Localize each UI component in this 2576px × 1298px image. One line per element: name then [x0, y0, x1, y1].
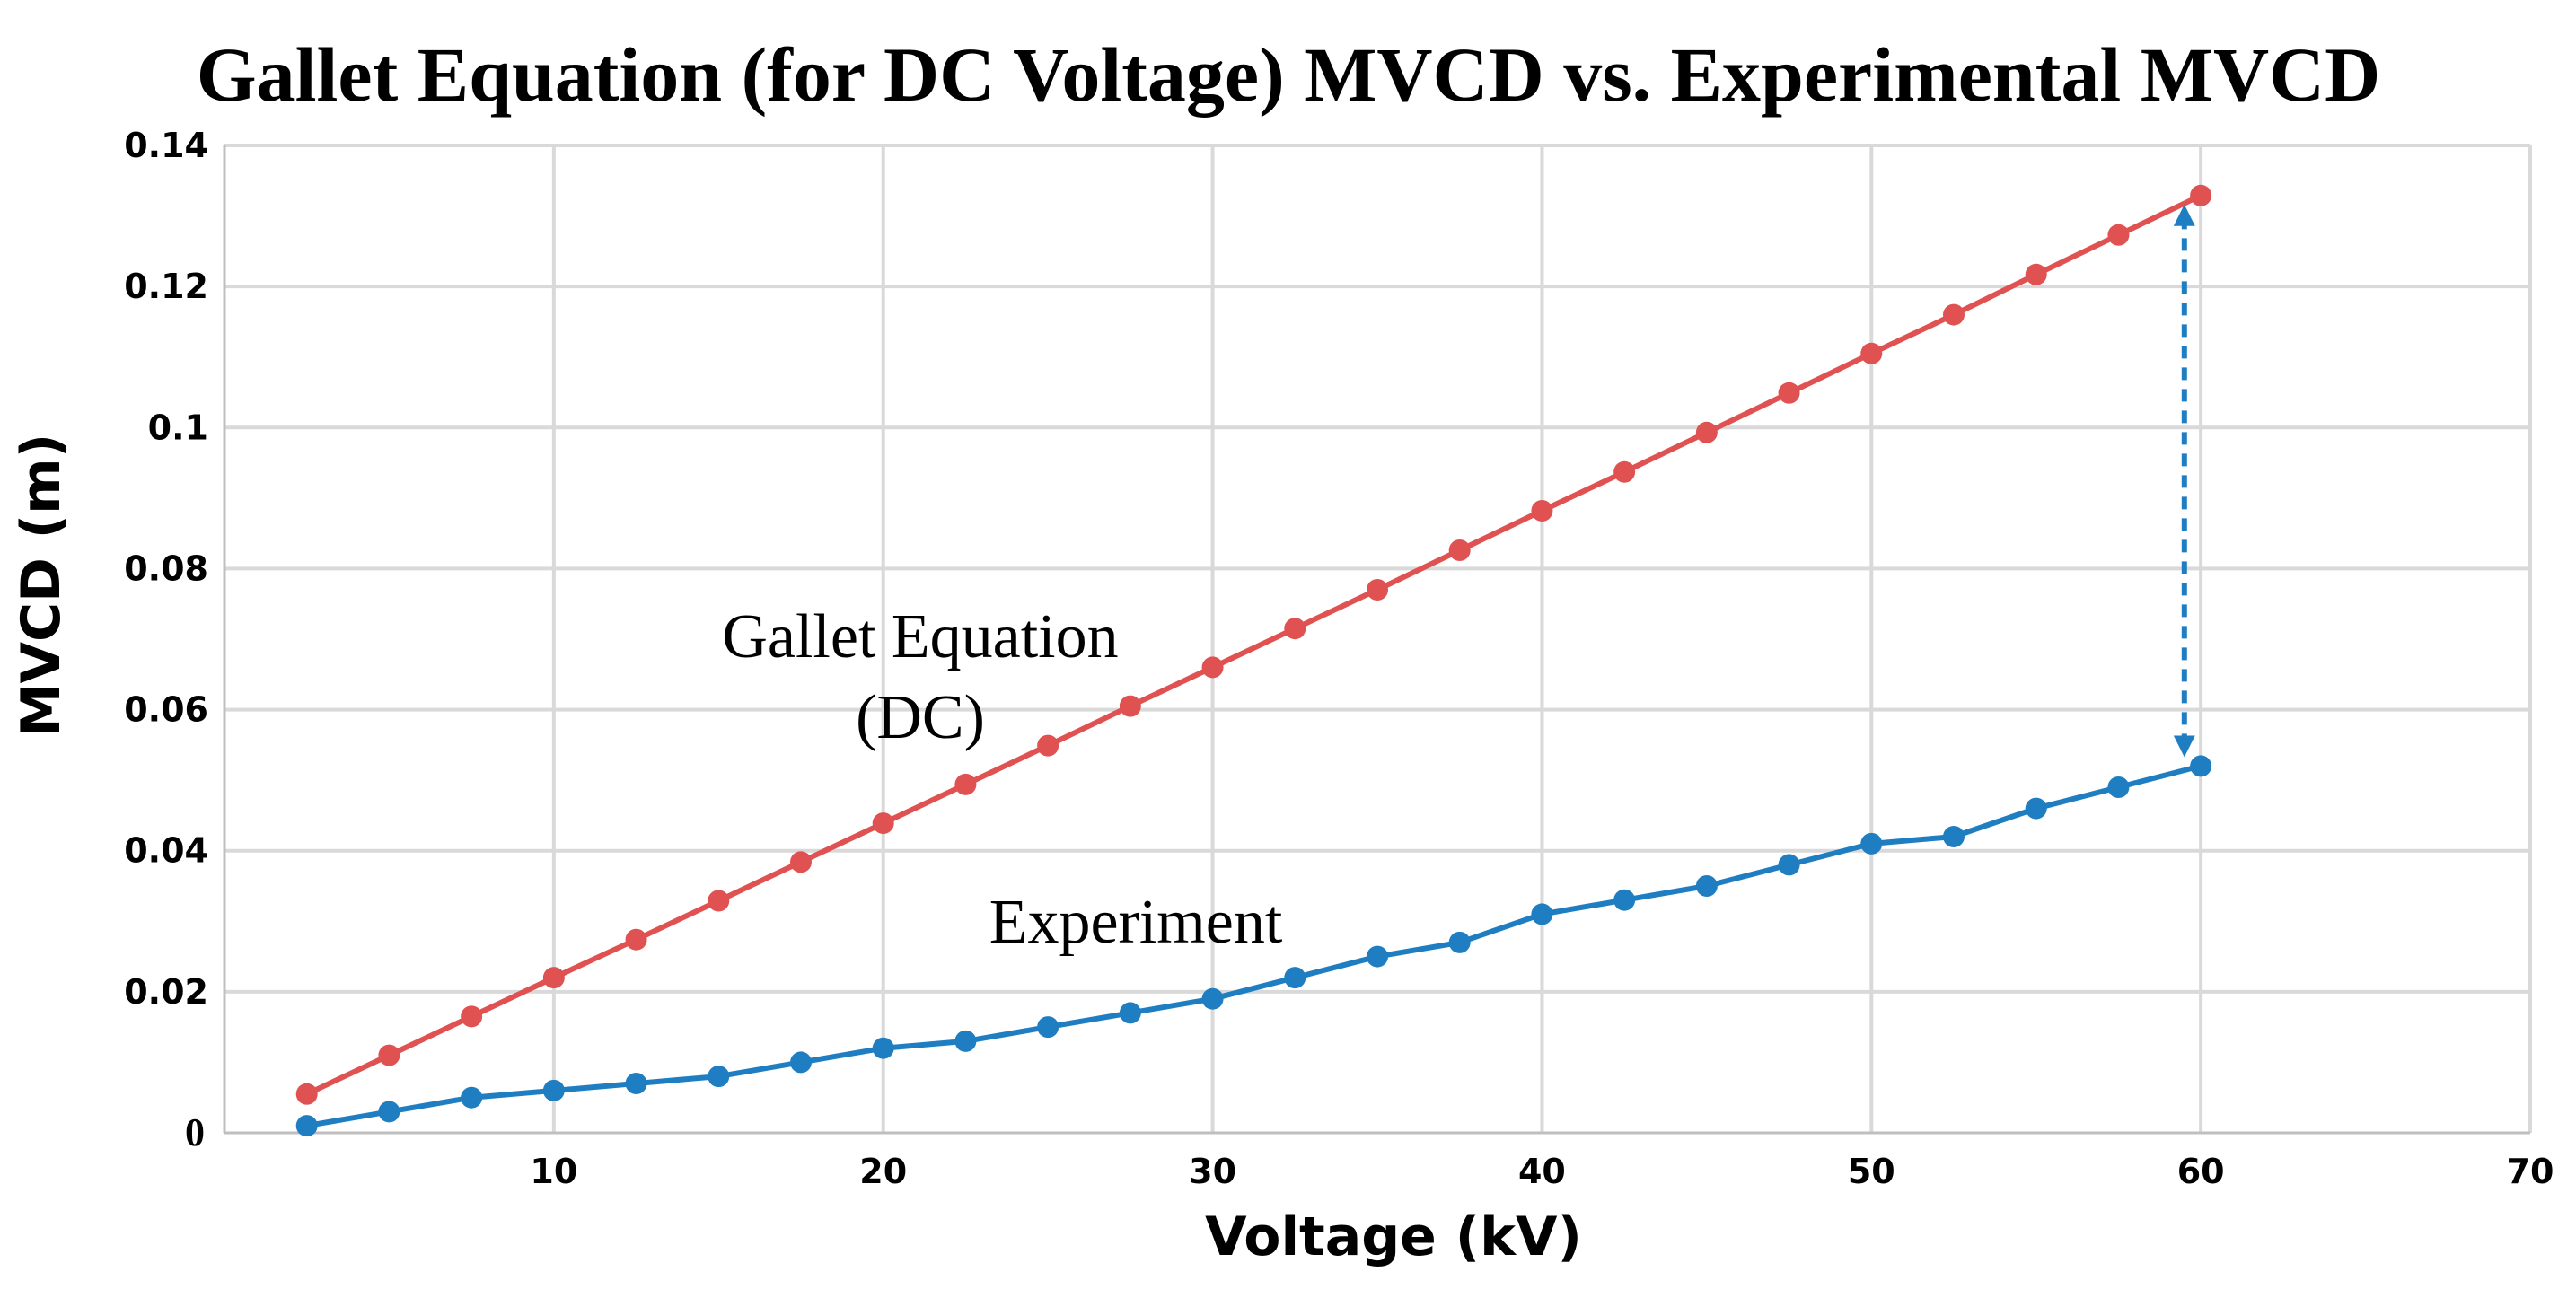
chart-title: Gallet Equation (for DC Voltage) MVCD vs…	[197, 31, 2381, 118]
data-point-experiment-9	[1037, 1016, 1059, 1039]
x-tick-label-4: 50	[1848, 1152, 1895, 1191]
data-point-experiment-10	[1119, 1002, 1141, 1024]
data-point-gallet-2	[461, 1005, 483, 1028]
data-point-experiment-16	[1613, 889, 1636, 911]
data-point-gallet-11	[1201, 656, 1224, 679]
annotation-experiment: Experiment	[989, 888, 1283, 957]
annotation-gallet-line-2: (DC)	[856, 683, 985, 752]
data-point-experiment-5	[708, 1066, 730, 1088]
data-point-experiment-14	[1448, 931, 1471, 953]
data-point-gallet-21	[2025, 263, 2047, 285]
series-gallet	[295, 184, 2212, 1105]
x-tick-label-0: 10	[530, 1152, 577, 1191]
data-point-experiment-17	[1695, 875, 1718, 897]
data-point-gallet-7	[872, 812, 894, 835]
data-point-gallet-15	[1531, 500, 1553, 522]
data-point-gallet-8	[954, 773, 977, 795]
data-point-experiment-4	[625, 1073, 647, 1094]
annotation-gallet-line-1: Gallet Equation	[722, 602, 1118, 671]
data-point-gallet-6	[790, 851, 812, 873]
data-point-gallet-20	[1943, 303, 1965, 326]
grid-lines	[224, 144, 2532, 1133]
data-point-gallet-19	[1860, 342, 1883, 364]
x-tick-label-6: 70	[2507, 1152, 2554, 1191]
data-series	[295, 184, 2212, 1137]
data-point-experiment-21	[2025, 797, 2047, 820]
data-point-gallet-5	[708, 890, 730, 912]
y-tick-label-1: 0.02	[124, 972, 208, 1012]
data-point-gallet-23	[2190, 184, 2212, 206]
series-line-experiment	[306, 763, 2202, 1129]
data-point-gallet-22	[2107, 224, 2130, 246]
data-point-gallet-9	[1037, 734, 1059, 757]
data-point-experiment-15	[1531, 903, 1553, 925]
y-tick-label-4: 0.08	[124, 548, 208, 588]
data-point-experiment-18	[1778, 854, 1800, 876]
y-tick-label-7: 0.14	[124, 126, 208, 165]
data-point-gallet-10	[1119, 695, 1141, 717]
data-point-gallet-3	[542, 967, 565, 989]
data-point-experiment-7	[872, 1037, 894, 1059]
data-point-experiment-11	[1201, 987, 1224, 1010]
data-point-experiment-2	[461, 1086, 483, 1109]
data-point-experiment-6	[790, 1051, 812, 1074]
data-point-experiment-23	[2190, 755, 2212, 777]
series-experiment	[295, 755, 2212, 1137]
y-axis-title: MVCD (m)	[10, 434, 73, 737]
data-point-experiment-1	[378, 1101, 400, 1123]
data-point-experiment-19	[1860, 832, 1883, 855]
plot-axes	[223, 145, 2530, 1135]
y-tick-label-2: 0.04	[124, 831, 208, 871]
data-point-gallet-12	[1284, 618, 1306, 640]
data-point-gallet-13	[1367, 579, 1388, 601]
data-point-experiment-22	[2107, 776, 2130, 798]
x-tick-label-5: 60	[2177, 1152, 2225, 1191]
y-tick-label-6: 0.12	[124, 267, 208, 306]
data-point-gallet-14	[1448, 539, 1471, 561]
data-point-gallet-16	[1613, 460, 1636, 483]
x-axis-tick-labels: 10 20 30 40 50 60 70	[530, 1152, 2554, 1191]
y-axis-tick-labels: 0 0.02 0.04 0.06 0.08 0.1 0.12 0.14	[124, 126, 208, 1154]
x-tick-label-2: 30	[1189, 1152, 1236, 1191]
data-point-experiment-8	[954, 1030, 977, 1052]
x-tick-label-3: 40	[1518, 1152, 1566, 1191]
data-point-experiment-12	[1284, 967, 1306, 989]
data-point-gallet-4	[625, 928, 647, 951]
data-point-gallet-17	[1695, 421, 1718, 443]
series-line-gallet	[305, 193, 2202, 1097]
data-point-experiment-13	[1367, 945, 1388, 968]
data-point-gallet-18	[1778, 382, 1800, 404]
y-tick-label-3: 0.06	[124, 690, 208, 730]
data-point-experiment-3	[542, 1079, 565, 1101]
y-tick-label-0: 0	[185, 1110, 205, 1154]
x-axis-title: Voltage (kV)	[1205, 1206, 1582, 1268]
data-point-gallet-1	[378, 1044, 400, 1066]
y-tick-label-5: 0.1	[148, 408, 208, 447]
data-point-gallet-0	[295, 1083, 318, 1105]
x-tick-label-1: 20	[859, 1152, 907, 1191]
data-point-experiment-20	[1943, 826, 1965, 847]
data-point-experiment-0	[295, 1115, 318, 1137]
